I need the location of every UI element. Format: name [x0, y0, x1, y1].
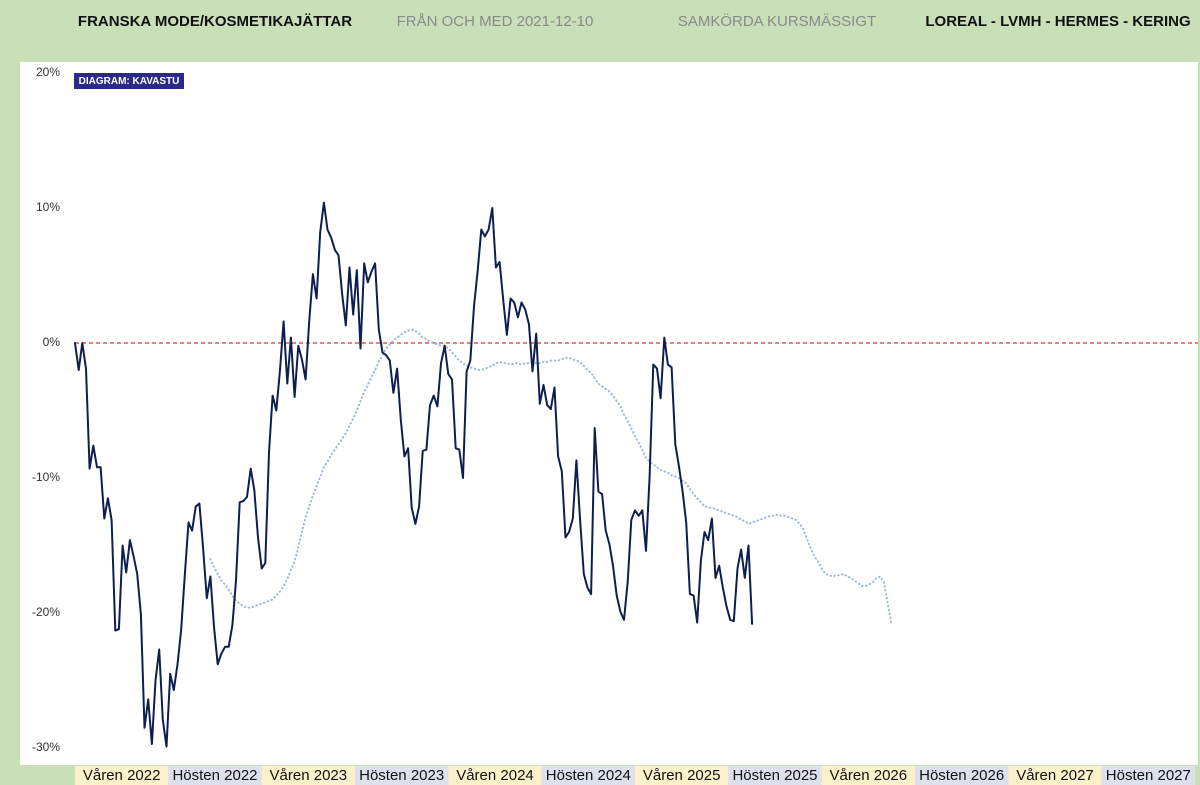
y-tick-label: -30% — [32, 740, 60, 754]
line-series — [74, 201, 754, 748]
category-band — [1101, 766, 1195, 785]
x-tick-label: Hösten 2027 — [1106, 767, 1191, 784]
x-tick-label: Hösten 2026 — [919, 767, 1004, 784]
chart-title: FRANSKA MODE/KOSMETIKAJÄTTAR — [78, 13, 352, 30]
category-band — [915, 766, 1009, 785]
plot-background — [20, 62, 1198, 765]
y-tick-label: -10% — [32, 470, 60, 484]
x-tick-label: Våren 2025 — [643, 767, 721, 784]
subtitle: SAMKÖRDA KURSMÄSSIGT — [678, 12, 876, 30]
x-tick-label: Hösten 2022 — [172, 767, 257, 784]
annotation-box — [74, 73, 184, 89]
y-tick-label: 0% — [43, 335, 61, 349]
category-band — [261, 766, 355, 785]
x-tick-label: Hösten 2024 — [546, 767, 631, 784]
y-tick-label: 10% — [36, 200, 60, 214]
x-tick-label: Våren 2027 — [1016, 767, 1094, 784]
category-band — [75, 766, 169, 785]
x-tick-label: Hösten 2025 — [732, 767, 817, 784]
subtitle: LOREAL - LVMH - HERMES - KERING — [925, 13, 1190, 30]
category-band — [541, 766, 635, 785]
x-tick-label: Våren 2022 — [83, 767, 161, 784]
x-tick-label: Våren 2026 — [830, 767, 908, 784]
category-band — [728, 766, 822, 785]
subtitle: FRÅN OCH MED 2021-12-10 — [397, 13, 594, 30]
y-tick-label: 20% — [36, 65, 60, 79]
annotation: DIAGRAM: KAVASTU — [79, 76, 180, 87]
category-band — [1008, 766, 1102, 785]
category-band — [821, 766, 915, 785]
category-band — [635, 766, 729, 785]
x-tick-label: Våren 2023 — [270, 767, 348, 784]
category-band — [168, 766, 262, 785]
y-tick-label: -20% — [32, 605, 60, 619]
x-tick-label: Våren 2024 — [456, 767, 534, 784]
line-series — [209, 328, 893, 624]
category-band — [355, 766, 449, 785]
x-tick-label: Hösten 2023 — [359, 767, 444, 784]
category-band — [448, 766, 542, 785]
